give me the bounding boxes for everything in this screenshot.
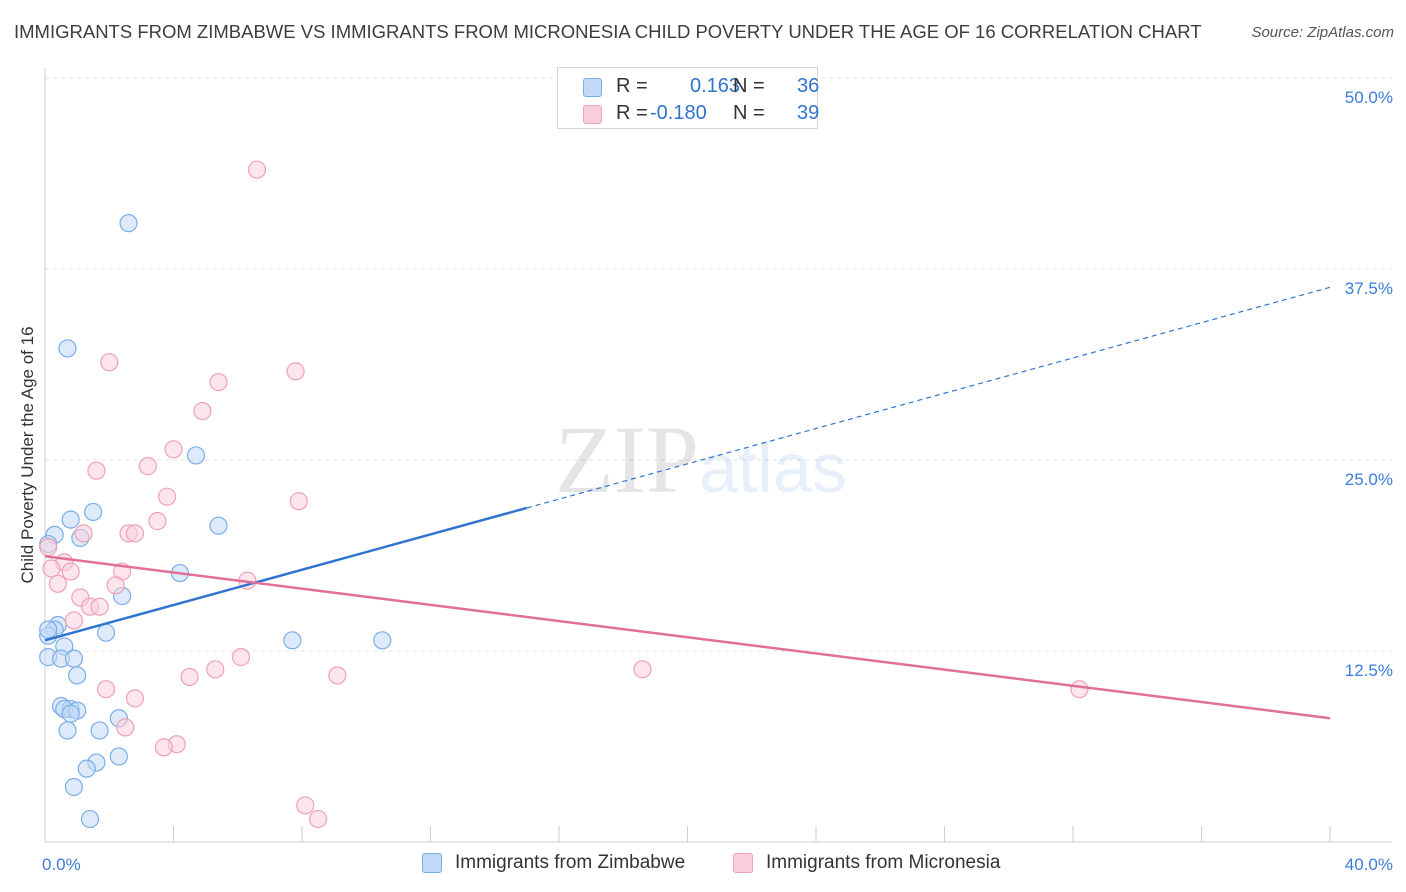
chart-title: IMMIGRANTS FROM ZIMBABWE VS IMMIGRANTS F… — [14, 21, 1202, 42]
zimbabwe-legend-swatch — [422, 853, 442, 873]
micronesia-point — [308, 809, 328, 829]
micronesia-point — [39, 537, 58, 557]
zimbabwe-point — [186, 446, 206, 465]
micronesia-point — [1070, 680, 1089, 699]
n-value: 36 — [797, 75, 820, 97]
micronesia-point — [180, 667, 199, 687]
y-tick-label: 25.0% — [1345, 470, 1393, 489]
correlation-legend: R = 0.163 N = 36 R = -0.180 N = 39 — [557, 67, 820, 129]
micronesia-point — [148, 512, 167, 531]
zimbabwe-point — [68, 666, 87, 685]
micronesia-point — [48, 574, 67, 593]
micronesia-point — [125, 689, 145, 708]
zimbabwe-point — [209, 516, 228, 535]
micronesia-point — [87, 461, 106, 480]
zimbabwe-point — [58, 721, 77, 740]
r-value: 0.163 — [690, 75, 741, 97]
micronesia-point — [100, 353, 119, 372]
source-label: Source: ZipAtlas.com — [1251, 24, 1394, 41]
watermark: ZIPatlas — [555, 406, 847, 513]
zimbabwe-trend-line — [44, 506, 528, 642]
micronesia-point — [289, 492, 308, 511]
r-label: R = — [616, 75, 648, 97]
micronesia-point — [296, 796, 315, 815]
zimbabwe-point — [84, 502, 103, 522]
zimbabwe-point — [119, 214, 138, 233]
zimbabwe-point — [64, 777, 84, 797]
zimbabwe-point — [373, 631, 392, 650]
n-label: N = — [733, 102, 765, 124]
zimbabwe-swatch — [583, 78, 602, 97]
micronesia-point — [64, 611, 84, 630]
micronesia-point — [328, 666, 347, 685]
zimbabwe-legend-label: Immigrants from Zimbabwe — [455, 852, 686, 873]
n-label: N = — [733, 75, 765, 97]
y-tick-label: 37.5% — [1345, 279, 1393, 298]
zimbabwe-point — [283, 631, 302, 650]
micronesia-point — [164, 440, 183, 459]
micronesia-point — [61, 562, 80, 581]
x-tick-label: 0.0% — [42, 855, 81, 874]
micronesia-legend-swatch — [733, 853, 753, 873]
micronesia-point — [138, 457, 157, 476]
micronesia-trend-line — [44, 555, 1331, 720]
micronesia-point — [116, 718, 135, 737]
micronesia-point — [286, 362, 305, 381]
micronesia-point — [247, 160, 267, 179]
micronesia-point — [90, 597, 109, 616]
micronesia-swatch — [583, 105, 602, 124]
y-tick-label: 12.5% — [1345, 661, 1393, 680]
micronesia-point — [74, 524, 93, 543]
micronesia-point — [42, 559, 61, 578]
micronesia-point — [193, 402, 212, 421]
micronesia-point — [633, 660, 652, 679]
zimbabwe-point — [64, 649, 84, 668]
x-tick-label: 40.0% — [1345, 855, 1393, 874]
zimbabwe-point — [58, 339, 77, 358]
micronesia-point — [125, 524, 145, 543]
zimbabwe-point — [39, 620, 58, 639]
zimbabwe-trend-extension — [526, 286, 1331, 509]
micronesia-point — [157, 487, 177, 506]
zimbabwe-point — [77, 759, 96, 778]
zimbabwe-point — [96, 623, 116, 642]
micronesia-point — [209, 372, 228, 392]
y-tick-label: 50.0% — [1345, 88, 1393, 107]
micronesia-legend-label: Immigrants from Micronesia — [766, 852, 1001, 873]
zimbabwe-point — [61, 510, 80, 529]
micronesia-point — [231, 648, 251, 667]
micronesia-point — [206, 660, 225, 679]
zimbabwe-point — [61, 704, 80, 723]
zimbabwe-point — [90, 721, 109, 740]
r-value: -0.180 — [650, 102, 707, 124]
micronesia-point — [154, 738, 173, 757]
micronesia-point — [106, 576, 125, 595]
zimbabwe-point — [109, 747, 128, 766]
r-label: R = — [616, 102, 648, 124]
micronesia-point — [96, 680, 116, 699]
n-value: 39 — [797, 102, 820, 124]
zimbabwe-point — [80, 809, 100, 829]
